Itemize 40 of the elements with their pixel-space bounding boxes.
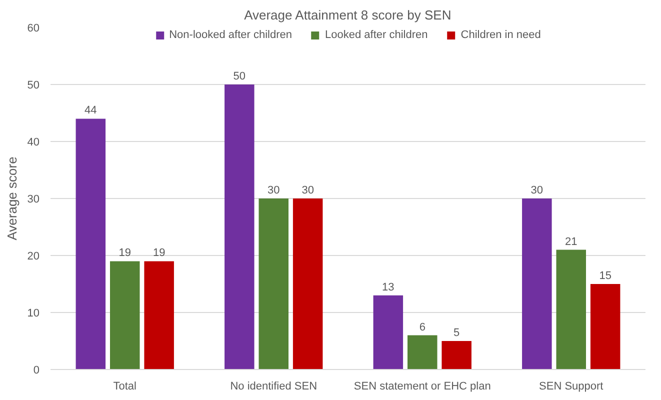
bar <box>224 84 254 370</box>
data-label: 19 <box>152 247 166 260</box>
bar <box>76 118 106 370</box>
y-tick-label: 40 <box>27 136 40 148</box>
x-tick-label: SEN Support <box>539 380 604 392</box>
bar <box>522 198 552 370</box>
x-tick-label: No identified SEN <box>230 380 318 392</box>
y-tick-label: 30 <box>27 194 40 206</box>
bar <box>556 250 586 370</box>
data-label: 5 <box>454 327 460 339</box>
bar <box>144 261 174 370</box>
chart-title: Average Attainment 8 score by SEN <box>244 8 452 22</box>
bar <box>258 198 288 370</box>
legend-label: Non-looked after children <box>169 29 292 41</box>
bar <box>408 335 438 370</box>
bar <box>110 261 140 370</box>
y-tick-label: 60 <box>27 22 40 34</box>
bar <box>590 284 620 370</box>
data-label: 30 <box>268 184 280 196</box>
data-label: 30 <box>302 184 314 196</box>
legend-label: Children in need <box>460 29 541 41</box>
y-tick-label: 50 <box>27 80 40 92</box>
data-label: 15 <box>599 270 612 282</box>
data-label: 6 <box>419 321 426 334</box>
data-label: 19 <box>118 247 132 260</box>
y-tick-label: 10 <box>27 308 40 320</box>
y-tick-label: 20 <box>27 250 40 262</box>
y-tick-label: 0 <box>33 364 40 376</box>
data-label: 50 <box>233 70 246 82</box>
y-axis-title: Average score <box>4 156 20 240</box>
bar <box>292 198 323 370</box>
x-tick-label: SEN statement or EHC plan <box>354 380 491 392</box>
data-label: 30 <box>530 184 544 196</box>
x-tick-label: Total <box>113 380 137 392</box>
data-label: 21 <box>565 236 578 248</box>
data-label: 13 <box>382 281 394 294</box>
bar <box>373 295 404 370</box>
bar <box>442 341 472 370</box>
legend-label: Looked after children <box>325 29 428 41</box>
data-label: 44 <box>84 104 97 117</box>
